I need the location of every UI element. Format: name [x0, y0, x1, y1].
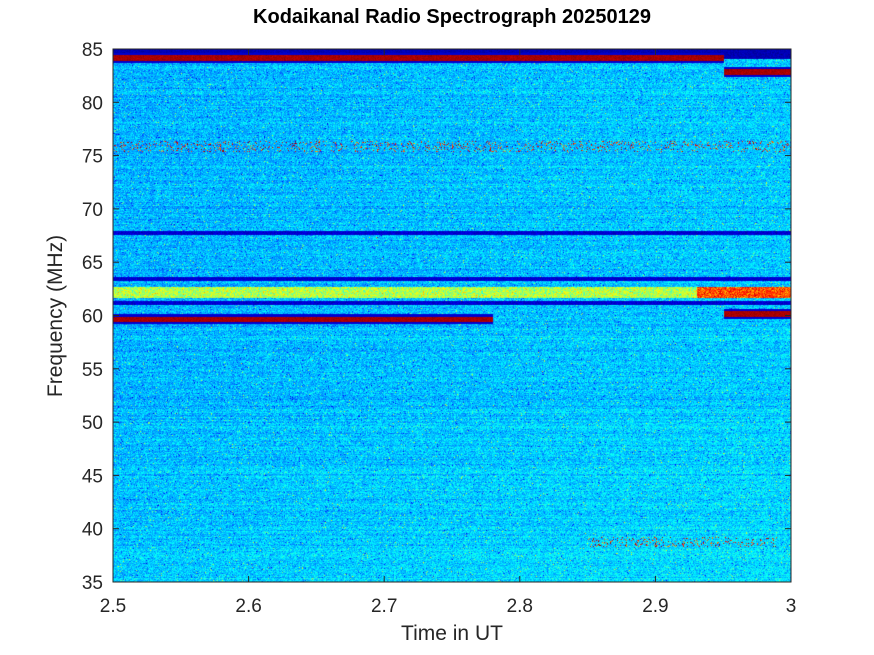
- y-tick-label: 80: [82, 93, 103, 114]
- x-tick-label: 2.5: [100, 596, 126, 617]
- y-tick-label: 40: [82, 520, 103, 541]
- y-tick-label: 55: [82, 360, 103, 381]
- spectrogram-heatmap: [113, 49, 791, 582]
- y-tick-label: 70: [82, 200, 103, 221]
- y-tick-label: 85: [82, 40, 103, 61]
- plot-area: [113, 49, 791, 582]
- x-tick-label: 3: [786, 596, 797, 617]
- y-tick-label: 60: [82, 307, 103, 328]
- x-tick-label: 2.6: [235, 596, 261, 617]
- y-tick-label: 75: [82, 147, 103, 168]
- y-tick-label: 65: [82, 253, 103, 274]
- y-tick-label: 50: [82, 413, 103, 434]
- x-tick-label: 2.7: [371, 596, 397, 617]
- y-tick-label: 45: [82, 466, 103, 487]
- y-tick-label: 35: [82, 573, 103, 594]
- y-axis-label: Frequency (MHz): [44, 234, 67, 398]
- x-tick-label: 2.8: [507, 596, 533, 617]
- plot-frame: [112, 48, 792, 583]
- x-axis-label: Time in UT: [401, 622, 503, 645]
- x-tick-label: 2.9: [642, 596, 668, 617]
- chart-title: Kodaikanal Radio Spectrograph 20250129: [253, 6, 651, 28]
